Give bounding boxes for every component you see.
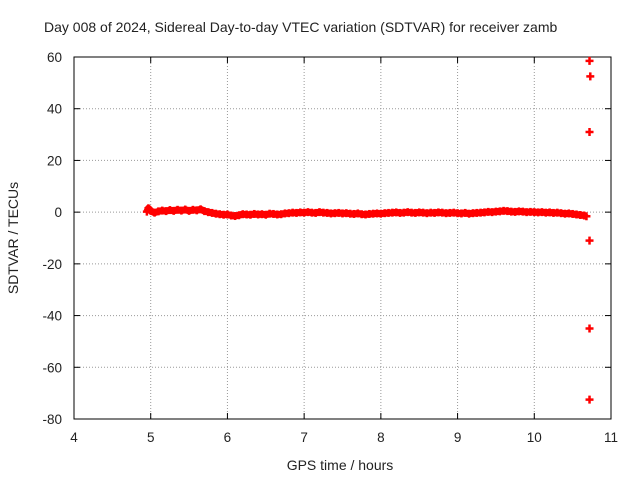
data-point (586, 72, 595, 81)
data-point (585, 324, 594, 333)
y-tick-label: -40 (42, 309, 62, 324)
y-axis-label: SDTVAR / TECUs (5, 182, 21, 294)
x-axis-label: GPS time / hours (287, 457, 394, 473)
x-tick-label: 5 (147, 430, 155, 445)
x-tick-label: 10 (527, 430, 542, 445)
data-point (585, 236, 594, 245)
x-tick-label: 4 (70, 430, 78, 445)
y-tick-label: -80 (42, 412, 62, 427)
x-tick-label: 6 (224, 430, 232, 445)
y-tick-label: 0 (54, 205, 62, 220)
x-tick-label: 11 (604, 430, 618, 445)
y-axis: -80 -60 -40 -20 0 20 40 60 (42, 50, 611, 427)
series-points (142, 56, 595, 404)
data-point (585, 127, 594, 136)
series-band (143, 204, 588, 220)
x-tick-label: 7 (300, 430, 308, 445)
y-tick-label: 20 (47, 153, 62, 168)
x-tick-label: 9 (454, 430, 462, 445)
y-tick-label: -60 (42, 360, 62, 375)
x-axis: 4 5 6 7 8 9 10 11 (70, 57, 618, 445)
x-tick-label: 8 (377, 430, 385, 445)
grid (74, 57, 611, 419)
y-tick-label: 40 (47, 102, 62, 117)
data-point (585, 56, 594, 65)
plot-frame (73, 56, 612, 420)
chart-title: Day 008 of 2024, Sidereal Day-to-day VTE… (44, 19, 557, 35)
data-point (585, 395, 594, 404)
y-tick-label: -20 (42, 257, 62, 272)
y-tick-label: 60 (47, 50, 62, 65)
